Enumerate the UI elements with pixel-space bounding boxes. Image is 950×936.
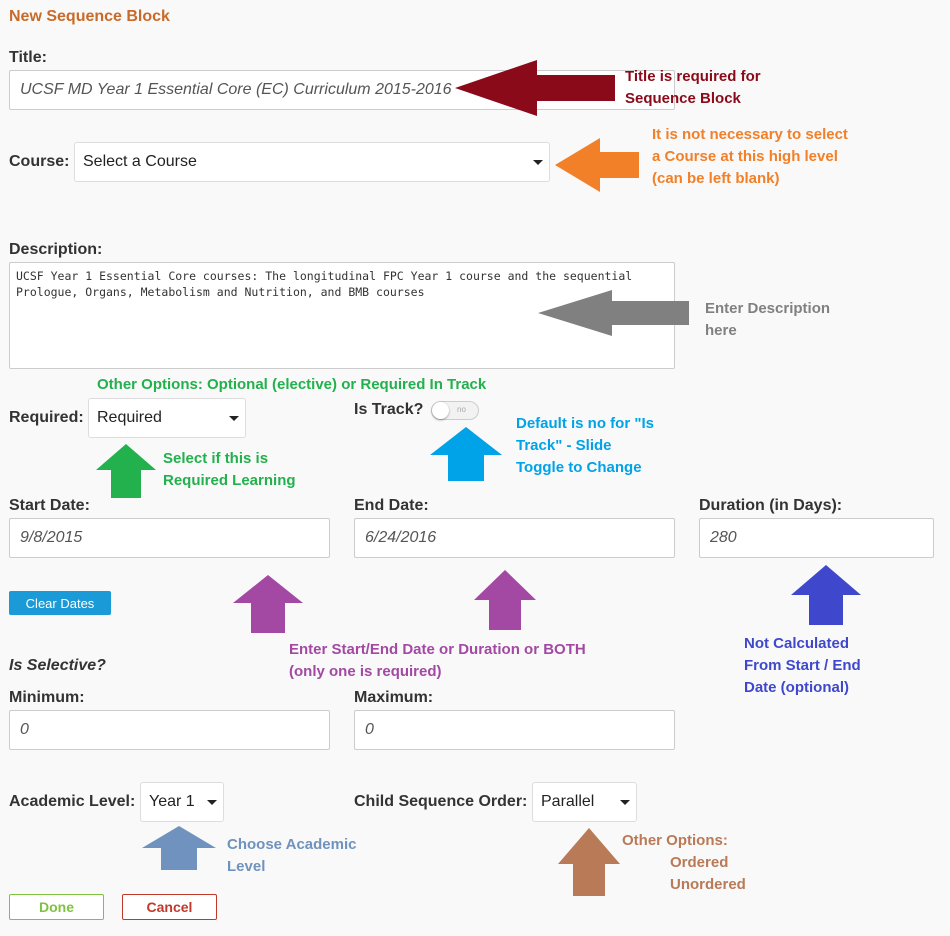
duration-note: Not Calculated From Start / End Date (opti…: [744, 635, 861, 696]
course-note: It is not necessary to select a Course at…: [652, 126, 848, 187]
arrow-left-icon: [455, 60, 615, 116]
duration-input[interactable]: 280: [699, 518, 934, 558]
duration-label: Duration (in Days):: [699, 497, 843, 514]
maximum-label: Maximum:: [354, 689, 434, 706]
track-note: Default is no for "Is Track" - Slide Toggl…: [516, 415, 654, 476]
arrow-up-icon: [474, 570, 536, 630]
arrow-up-icon: [430, 427, 502, 481]
child-order-value: Parallel: [541, 793, 595, 810]
required-note: Select if this is Required Learning: [163, 450, 296, 489]
minimum-label: Minimum:: [9, 689, 85, 706]
course-select-value: Select a Course: [83, 153, 197, 170]
chevron-down-icon: [207, 800, 217, 805]
arrow-left-icon: [555, 138, 639, 192]
academic-level-value: Year 1: [149, 793, 195, 810]
academic-level-label: Academic Level:: [9, 793, 136, 810]
course-select[interactable]: Select a Course: [74, 142, 550, 182]
arrow-up-icon: [233, 575, 303, 633]
order-note: Other Options: Ordered Unordered: [622, 832, 746, 893]
start-date-value: 9/8/2015: [20, 529, 83, 546]
minimum-input[interactable]: 0: [9, 710, 330, 750]
clear-dates-button[interactable]: Clear Dates: [9, 591, 111, 615]
required-select[interactable]: Required: [88, 398, 246, 438]
arrow-up-icon: [791, 565, 861, 625]
is-selective-label: Is Selective?: [9, 657, 106, 674]
maximum-input[interactable]: 0: [354, 710, 675, 750]
course-label: Course:: [9, 153, 70, 170]
title-input-value: UCSF MD Year 1 Essential Core (EC) Curri…: [20, 81, 452, 98]
minimum-value: 0: [20, 721, 29, 738]
arrow-left-icon: [538, 290, 689, 336]
dates-note: Enter Start/End Date or Duration or BOTH…: [289, 641, 586, 680]
duration-value: 280: [710, 529, 737, 546]
form-heading: New Sequence Block: [9, 8, 170, 25]
start-date-input[interactable]: 9/8/2015: [9, 518, 330, 558]
chevron-down-icon: [620, 800, 630, 805]
start-date-label: Start Date:: [9, 497, 90, 514]
toggle-knob: [432, 402, 449, 419]
description-note: Enter Description here: [705, 300, 831, 339]
description-label: Description:: [9, 241, 103, 258]
required-label: Required:: [9, 409, 84, 426]
arrow-up-icon: [96, 444, 156, 498]
end-date-value: 6/24/2016: [365, 529, 437, 546]
arrow-up-icon: [558, 828, 620, 896]
academic-note: Choose Academic Level: [227, 836, 357, 875]
is-track-label: Is Track?: [354, 401, 424, 418]
is-track-toggle[interactable]: no: [431, 401, 479, 420]
title-note: Title is required for Sequence Block: [625, 68, 761, 107]
cancel-button[interactable]: Cancel: [122, 894, 217, 920]
child-order-label: Child Sequence Order:: [354, 793, 528, 810]
other-options-note: Other Options: Optional (elective) or Re…: [97, 376, 487, 393]
maximum-value: 0: [365, 721, 374, 738]
chevron-down-icon: [229, 416, 239, 421]
chevron-down-icon: [533, 160, 543, 165]
title-label: Title:: [9, 49, 47, 66]
arrow-up-icon: [142, 826, 216, 870]
child-order-select[interactable]: Parallel: [532, 782, 637, 822]
toggle-state-text: no: [457, 405, 466, 414]
required-select-value: Required: [97, 409, 162, 426]
end-date-label: End Date:: [354, 497, 429, 514]
done-button[interactable]: Done: [9, 894, 104, 920]
end-date-input[interactable]: 6/24/2016: [354, 518, 675, 558]
academic-level-select[interactable]: Year 1: [140, 782, 224, 822]
